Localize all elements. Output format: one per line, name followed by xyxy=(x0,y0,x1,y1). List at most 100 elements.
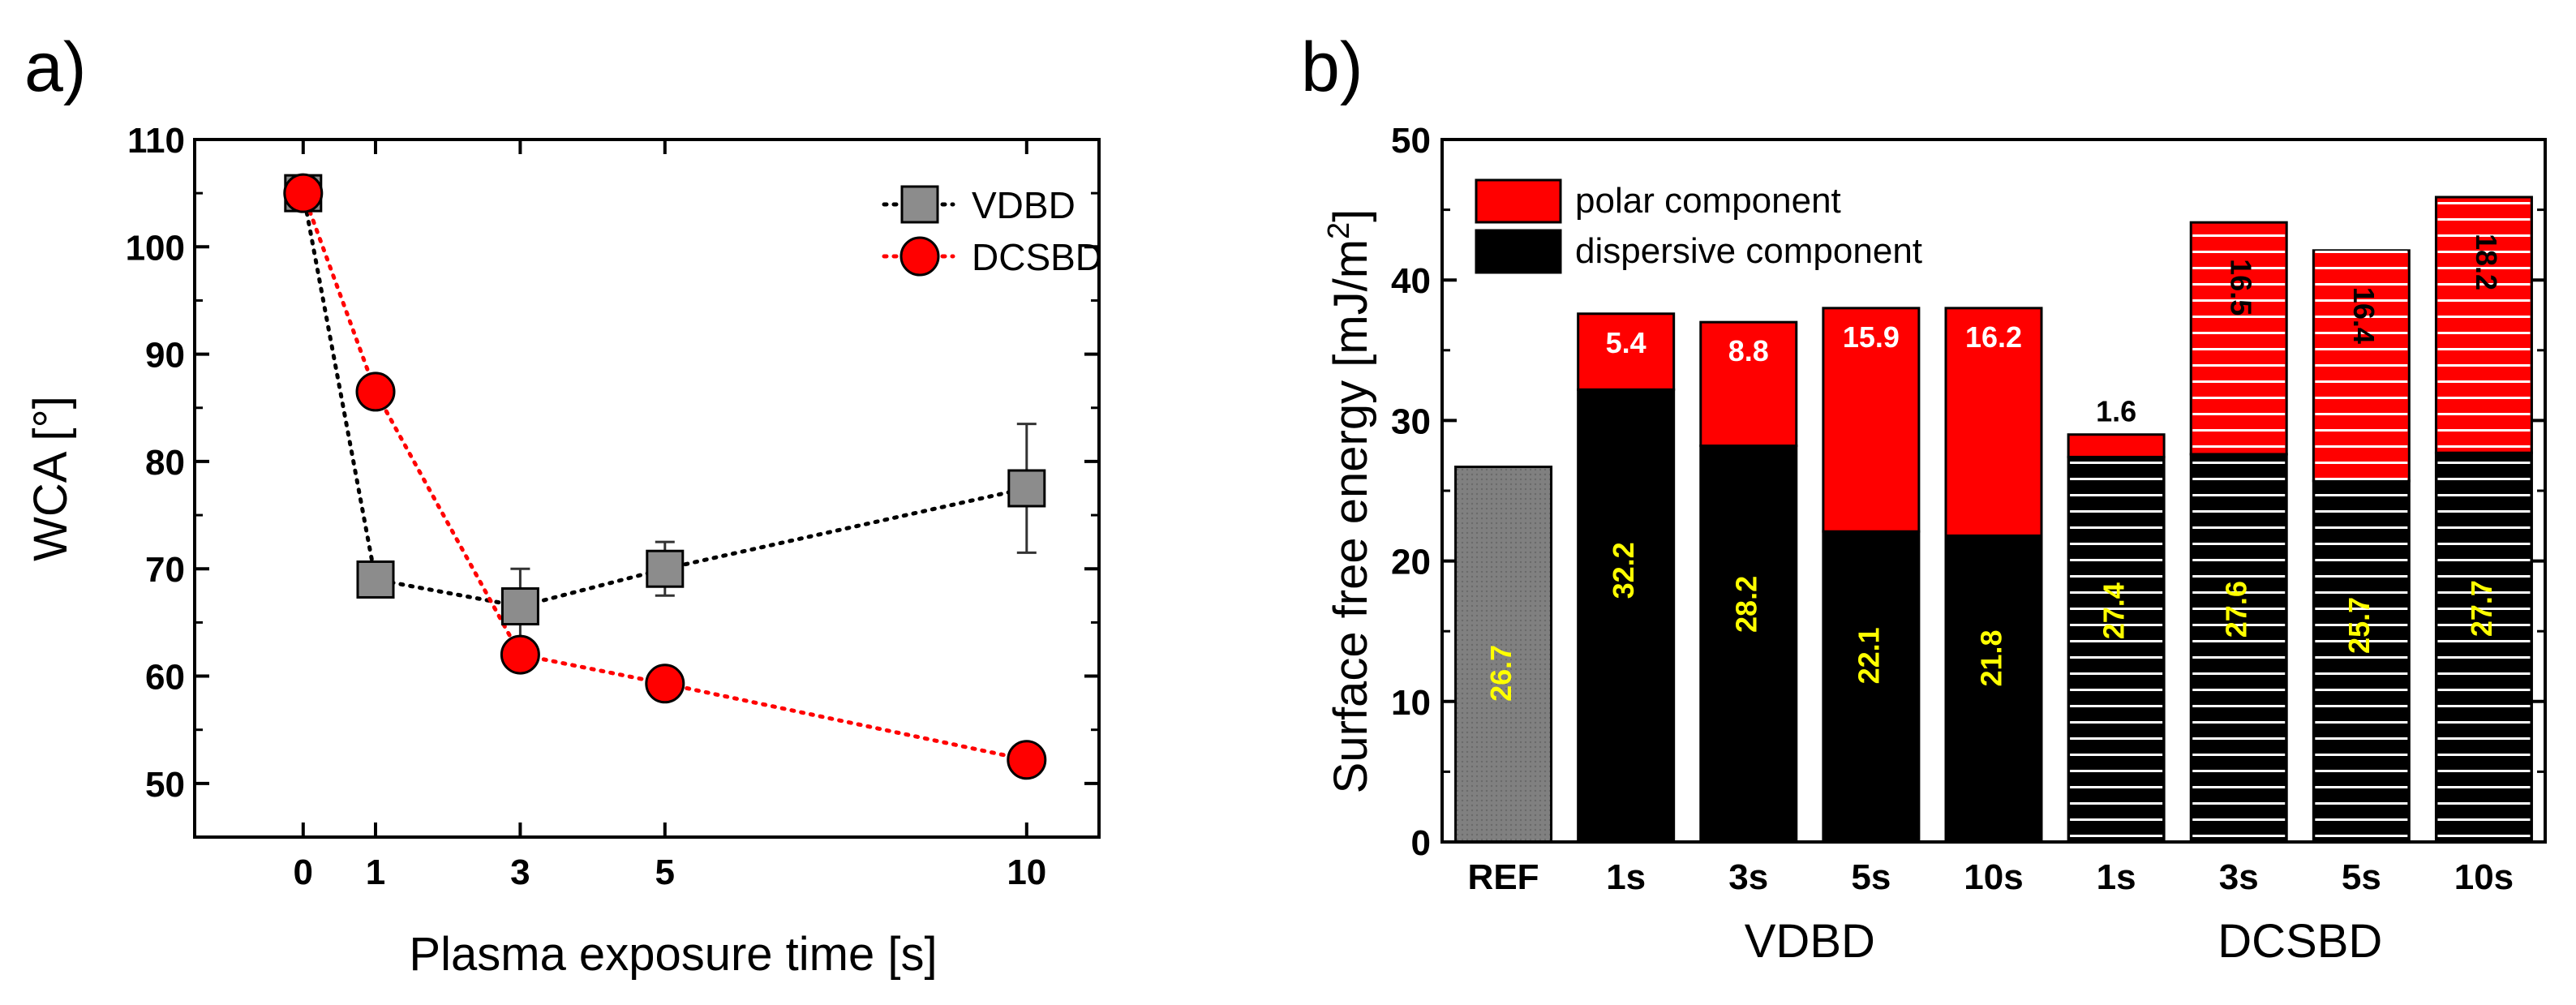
panel-b: b) REF 1s 3s 5s 10s 1s 3s 5s 10s 0 10 20 30 40 50 VDBD D… xyxy=(1301,28,2547,968)
bar-label-polar: 15.9 xyxy=(1843,320,1900,354)
panel-a-ticks: 50 60 70 80 90 100 110 0 1 3 5 10 xyxy=(126,121,1099,892)
bar-label-dispersive: 26.7 xyxy=(1484,645,1518,702)
y-tick-label: 60 xyxy=(145,658,185,698)
y-tick-label: 30 xyxy=(1391,402,1431,441)
y-tick-label: 0 xyxy=(1411,823,1431,863)
data-point-vdbd xyxy=(1007,469,1046,508)
panel-a-axes xyxy=(193,138,1101,839)
bar-dispersive xyxy=(1699,445,1798,844)
panel-b-legend: polar component dispersive component xyxy=(1475,178,1922,274)
panel-b-ticks: REF 1s 3s 5s 10s 1s 3s 5s 10s 0 10 20 30 40 50 VDBD DCSB… xyxy=(1391,121,2545,968)
y-tick-label: 100 xyxy=(126,228,185,268)
bar-polar-hatch xyxy=(2437,197,2531,453)
data-point-dcsbd xyxy=(355,372,396,412)
bar-dispersive-hatch xyxy=(2437,453,2531,842)
bar-polar xyxy=(1822,307,1921,533)
panel-b-y-axis-label-end: ] xyxy=(1324,209,1377,222)
panel-b-y-axis-label-sup: 2 xyxy=(1322,222,1356,239)
panel-a-series xyxy=(283,173,1047,780)
x-category-label: 10s xyxy=(2454,857,2514,897)
bar-label-dispersive: 25.7 xyxy=(2342,597,2376,654)
y-tick-label: 90 xyxy=(145,336,185,376)
panel-b-y-axis-label-main: Surface free energy [mJ/m xyxy=(1324,239,1377,793)
y-tick-label: 110 xyxy=(127,121,185,161)
bar-label-dispersive: 22.1 xyxy=(1852,627,1885,684)
x-category-label: 10s xyxy=(1964,857,2023,897)
bar-label-dispersive: 27.4 xyxy=(2097,582,2131,639)
bar-label-polar: 5.4 xyxy=(1606,326,1646,359)
y-tick-label: 10 xyxy=(1391,683,1431,723)
x-tick-label: 1 xyxy=(366,853,385,892)
bar-polar xyxy=(1944,307,2043,537)
bar-dispersive-hatch xyxy=(2070,457,2163,842)
bar-label-polar: 8.8 xyxy=(1728,334,1769,367)
bar-label-polar: 16.4 xyxy=(2347,287,2381,344)
y-tick-label: 50 xyxy=(145,765,185,805)
legend-swatch-dispersive xyxy=(1475,229,1562,274)
x-category-label: 5s xyxy=(1851,857,1891,897)
group-label: VDBD xyxy=(1745,915,1875,968)
bar-label-polar: 18.2 xyxy=(2470,234,2503,290)
legend-marker-vdbd xyxy=(900,185,939,224)
x-category-label: 1s xyxy=(1606,857,1646,897)
series-line-dcsbd xyxy=(301,191,1029,762)
bar-label-polar: 16.5 xyxy=(2225,259,2258,316)
group-label: DCSBD xyxy=(2218,915,2382,968)
y-tick-label: 70 xyxy=(145,550,185,590)
y-tick-label: 20 xyxy=(1391,543,1431,582)
bar-polar-hatch xyxy=(2315,250,2408,481)
bar-label-dispersive: 27.6 xyxy=(2220,581,2253,638)
panel-b-bar-labels: 26.7 32.2 5.4 28.2 8.8 22.1 15.9 21.8 16.2 27.4 1.… xyxy=(1484,234,2503,702)
legend-marker-dcsbd xyxy=(899,236,940,277)
y-tick-label: 50 xyxy=(1391,121,1431,161)
x-tick-label: 5 xyxy=(655,853,675,892)
legend-label-polar: polar component xyxy=(1575,181,1841,221)
y-tick-label: 80 xyxy=(145,443,185,483)
data-point-vdbd xyxy=(500,587,539,626)
data-point-dcsbd xyxy=(500,634,540,675)
panel-a: a) 50 60 70 80 90 100 110 0 1 3 5 10 VDBD DCSBD Plas… xyxy=(24,28,1102,981)
x-category-label: 5s xyxy=(2342,857,2381,897)
x-category-label: 3s xyxy=(2219,857,2259,897)
bar-dispersive xyxy=(1822,530,1921,844)
x-category-label: 3s xyxy=(1728,857,1768,897)
legend-label-dispersive: dispersive component xyxy=(1575,231,1922,271)
legend-swatch-polar xyxy=(1475,178,1562,224)
data-point-dcsbd xyxy=(645,664,685,704)
bar-ref xyxy=(1454,466,1553,844)
bar-label-dispersive: 21.8 xyxy=(1975,629,2008,686)
x-tick-label: 3 xyxy=(510,853,530,892)
bar-dispersive xyxy=(1577,388,1676,844)
bar-label-dispersive: 27.7 xyxy=(2465,580,2498,637)
legend-label: VDBD xyxy=(972,184,1075,226)
x-tick-label: 10 xyxy=(1007,853,1046,892)
bar-polar-hatch xyxy=(2192,222,2286,454)
data-point-vdbd xyxy=(356,560,395,599)
x-category-label: 1s xyxy=(2097,857,2136,897)
data-point-vdbd xyxy=(646,549,685,588)
y-tick-label: 40 xyxy=(1391,261,1431,301)
bar-polar xyxy=(1699,320,1798,448)
series-line-vdbd xyxy=(301,191,1029,609)
data-point-dcsbd xyxy=(283,173,324,213)
panel-b-label: b) xyxy=(1301,28,1363,106)
bar-dispersive xyxy=(1944,534,2043,844)
panel-a-label: a) xyxy=(24,28,86,106)
panel-a-x-axis-label: Plasma exposure time [s] xyxy=(409,928,937,981)
bar-dispersive-hatch xyxy=(2192,453,2286,842)
x-tick-label: 0 xyxy=(294,853,313,892)
panel-a-y-axis-label: WCA [°] xyxy=(24,396,77,561)
panel-b-y-axis-label: Surface free energy [mJ/m2] xyxy=(1322,209,1377,794)
panel-b-bars xyxy=(1454,195,2533,844)
panel-a-legend: VDBD DCSBD xyxy=(882,184,1102,278)
bar-label-polar: 1.6 xyxy=(2096,395,2136,428)
bar-label-polar: 16.2 xyxy=(1965,320,2022,354)
bar-dispersive-hatch xyxy=(2315,480,2408,842)
x-category-label: REF xyxy=(1468,857,1539,897)
bar-polar xyxy=(1577,312,1676,391)
legend-label: DCSBD xyxy=(972,236,1102,278)
data-point-dcsbd xyxy=(1007,740,1047,780)
bar-label-dispersive: 32.2 xyxy=(1607,542,1640,599)
panel-a-plot-frame xyxy=(193,138,1101,839)
